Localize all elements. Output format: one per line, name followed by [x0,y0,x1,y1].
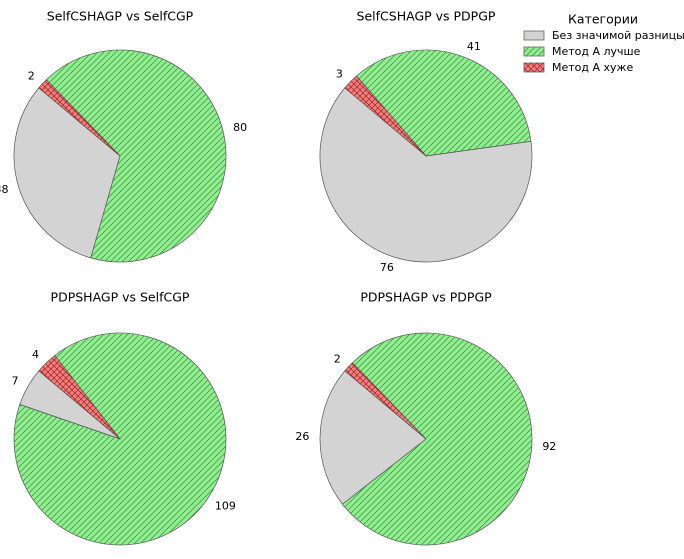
slice-hatch [344,362,426,439]
legend-label: Метод А хуже [552,61,633,74]
legend-hatch [524,63,544,72]
slice-label: 3 [336,67,343,80]
legend-label: Без значимой разницы [552,29,684,42]
slice-label: 26 [295,430,309,443]
legend-swatch [523,30,545,41]
slice-hatch [356,49,531,157]
slice-hatch [38,355,121,439]
chart-title: PDPSHAGP vs PDPGP [360,290,492,305]
legend-label: Метод А лучше [552,45,641,58]
chart-title: SelfCSHAGP vs PDPGP [357,9,496,24]
legend-hatch [524,47,544,56]
slice-label: 2 [28,69,35,82]
pie-slice [319,370,427,505]
slice-label: 38 [0,183,8,196]
slice-label: 7 [12,375,19,388]
slice-hatch [344,76,426,156]
slice-label: 92 [542,440,556,453]
slice-label: 4 [32,348,39,361]
slice-label: 41 [467,40,481,53]
slice-label: 2 [334,352,341,365]
slice-label: 80 [233,121,247,134]
slice-hatch [46,50,226,262]
slice-hatch [342,333,533,545]
chart-title: PDPSHAGP vs SelfCGP [51,290,190,305]
legend-title: Категории [568,12,638,27]
chart-title: SelfCSHAGP vs SelfCGP [47,9,194,24]
slice-label: 76 [380,261,394,274]
slice-label: 109 [215,500,236,513]
slice-hatch [38,79,121,156]
pie-slice [319,87,533,263]
pie-slice [13,87,121,259]
